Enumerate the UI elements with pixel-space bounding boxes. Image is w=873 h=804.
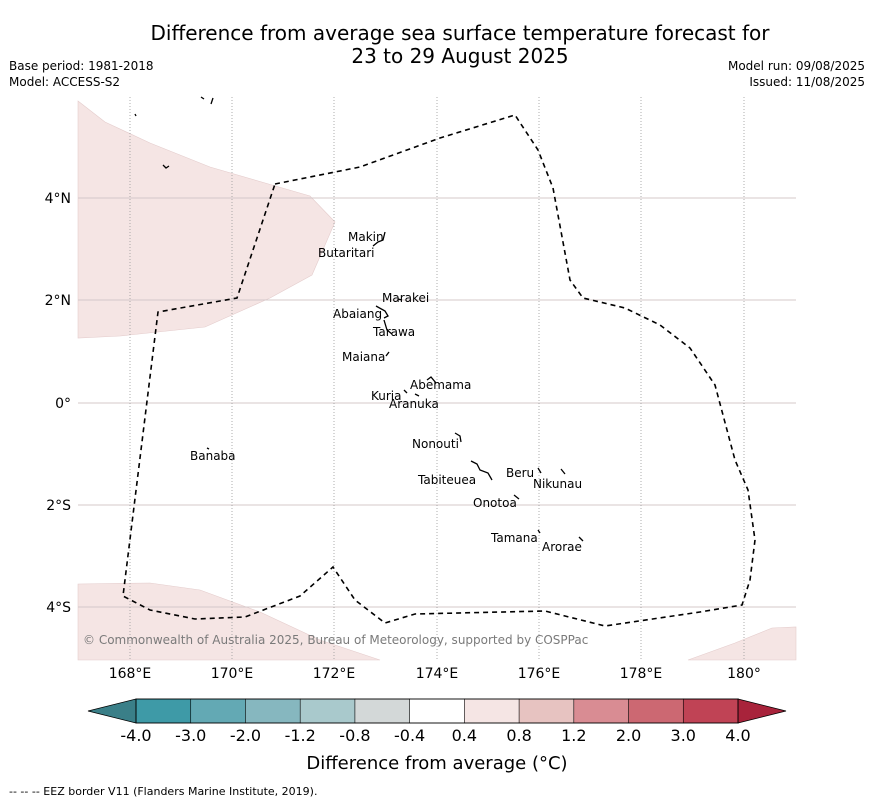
map-area: Makin Butaritari Marakei Abaiang Tarawa … xyxy=(77,96,797,661)
eez-border xyxy=(122,114,756,627)
legend-footer: -- -- -- EEZ border V11 (Flanders Marine… xyxy=(9,785,318,798)
colorbar-tick-label: -4.0 xyxy=(120,726,151,745)
island-outlines xyxy=(134,96,584,542)
colorbar-segment xyxy=(628,698,685,724)
lat-axis: 4°N 2°N 0° 2°S 4°S xyxy=(45,191,72,616)
anomaly-region-southwest xyxy=(77,582,381,661)
colorbar-tick-label: 0.8 xyxy=(506,726,531,745)
lat-tick-4n: 4°N xyxy=(45,191,71,207)
lat-tick-2n: 2°N xyxy=(45,293,71,309)
colorbar-tick-label: -3.0 xyxy=(175,726,206,745)
lon-axis: 168°E 170°E 172°E 174°E 176°E 178°E 180° xyxy=(109,666,761,682)
lat-tick-4s: 4°S xyxy=(46,600,71,616)
label-banaba: Banaba xyxy=(190,449,236,463)
issued-date: Issued: 11/08/2025 xyxy=(749,75,865,89)
label-tarawa: Tarawa xyxy=(372,325,415,339)
title-line-2: 23 to 29 August 2025 xyxy=(351,44,569,68)
label-arorae: Arorae xyxy=(542,540,582,554)
colorbar-tick-label: -0.8 xyxy=(339,726,370,745)
meta-left: Base period: 1981-2018 Model: ACCESS-S2 xyxy=(9,58,154,90)
colorbar-tick-label: 3.0 xyxy=(671,726,696,745)
label-makin: Makin xyxy=(348,230,384,244)
colorbar-segment xyxy=(573,698,630,724)
base-period: Base period: 1981-2018 xyxy=(9,59,154,73)
colorbar-tick-label: 4.0 xyxy=(725,726,750,745)
label-aranuka: Aranuka xyxy=(389,397,439,411)
label-nonouti: Nonouti xyxy=(412,437,459,451)
colorbar-under-arrow xyxy=(87,698,137,724)
colorbar-tick-label: -0.4 xyxy=(394,726,425,745)
colorbar-tick-label: -1.2 xyxy=(285,726,316,745)
colorbar-frame xyxy=(135,698,739,724)
lon-tick-176e: 176°E xyxy=(518,666,561,682)
colorbar-segment xyxy=(299,698,356,724)
lon-tick-174e: 174°E xyxy=(416,666,459,682)
colorbar-segment xyxy=(682,698,739,724)
label-beru: Beru xyxy=(506,466,534,480)
label-abaiang: Abaiang xyxy=(333,307,382,321)
colorbar-tick-label: 2.0 xyxy=(616,726,641,745)
colorbar-label: Difference from average (°C) xyxy=(306,753,567,774)
lon-tick-168e: 168°E xyxy=(109,666,152,682)
colorbar-tick-label: -2.0 xyxy=(230,726,261,745)
label-kuria: Kuria xyxy=(371,389,402,403)
label-butaritari: Butaritari xyxy=(318,246,375,260)
anomaly-region-southeast xyxy=(687,626,797,661)
colorbar-over-arrow xyxy=(737,698,787,724)
copyright-text: © Commonwealth of Australia 2025, Bureau… xyxy=(83,633,588,647)
lat-tick-2s: 2°S xyxy=(46,498,71,514)
label-abemama: Abemama xyxy=(410,378,471,392)
longitude-gridlines xyxy=(129,97,745,660)
label-marakei: Marakei xyxy=(382,291,429,305)
colorbar-tick-label: 0.4 xyxy=(452,726,477,745)
island-labels: Makin Butaritari Marakei Abaiang Tarawa … xyxy=(190,230,582,554)
lat-tick-0: 0° xyxy=(55,396,71,412)
map-title: Difference from average sea surface temp… xyxy=(95,22,825,68)
model-name: Model: ACCESS-S2 xyxy=(9,75,121,89)
colorbar: -4.0 -3.0 -2.0 -1.2 -0.8 -0.4 0.4 0.8 1.2 2.0 3.0 4… xyxy=(87,698,787,774)
label-maiana: Maiana xyxy=(342,350,385,364)
lon-tick-180: 180° xyxy=(727,666,761,682)
colorbar-segment xyxy=(464,698,520,724)
lon-tick-172e: 172°E xyxy=(313,666,356,682)
label-tamana: Tamana xyxy=(490,531,538,545)
label-nikunau: Nikunau xyxy=(533,477,582,491)
lon-tick-178e: 178°E xyxy=(620,666,663,682)
anomaly-region-northwest xyxy=(77,100,336,339)
title-line-1: Difference from average sea surface temp… xyxy=(150,21,770,45)
colorbar-segment xyxy=(190,698,247,724)
colorbar-segment xyxy=(135,698,192,724)
colorbar-segment xyxy=(354,698,411,724)
meta-right: Model run: 09/08/2025 Issued: 11/08/2025 xyxy=(728,58,865,90)
lon-tick-170e: 170°E xyxy=(211,666,254,682)
colorbar-segment xyxy=(409,698,466,724)
label-onotoa: Onotoa xyxy=(473,496,517,510)
colorbar-segment xyxy=(518,698,575,724)
colorbar-tick-label: 1.2 xyxy=(561,726,586,745)
model-run: Model run: 09/08/2025 xyxy=(727,59,865,73)
colorbar-segment xyxy=(245,698,301,724)
label-tabiteuea: Tabiteuea xyxy=(417,473,476,487)
